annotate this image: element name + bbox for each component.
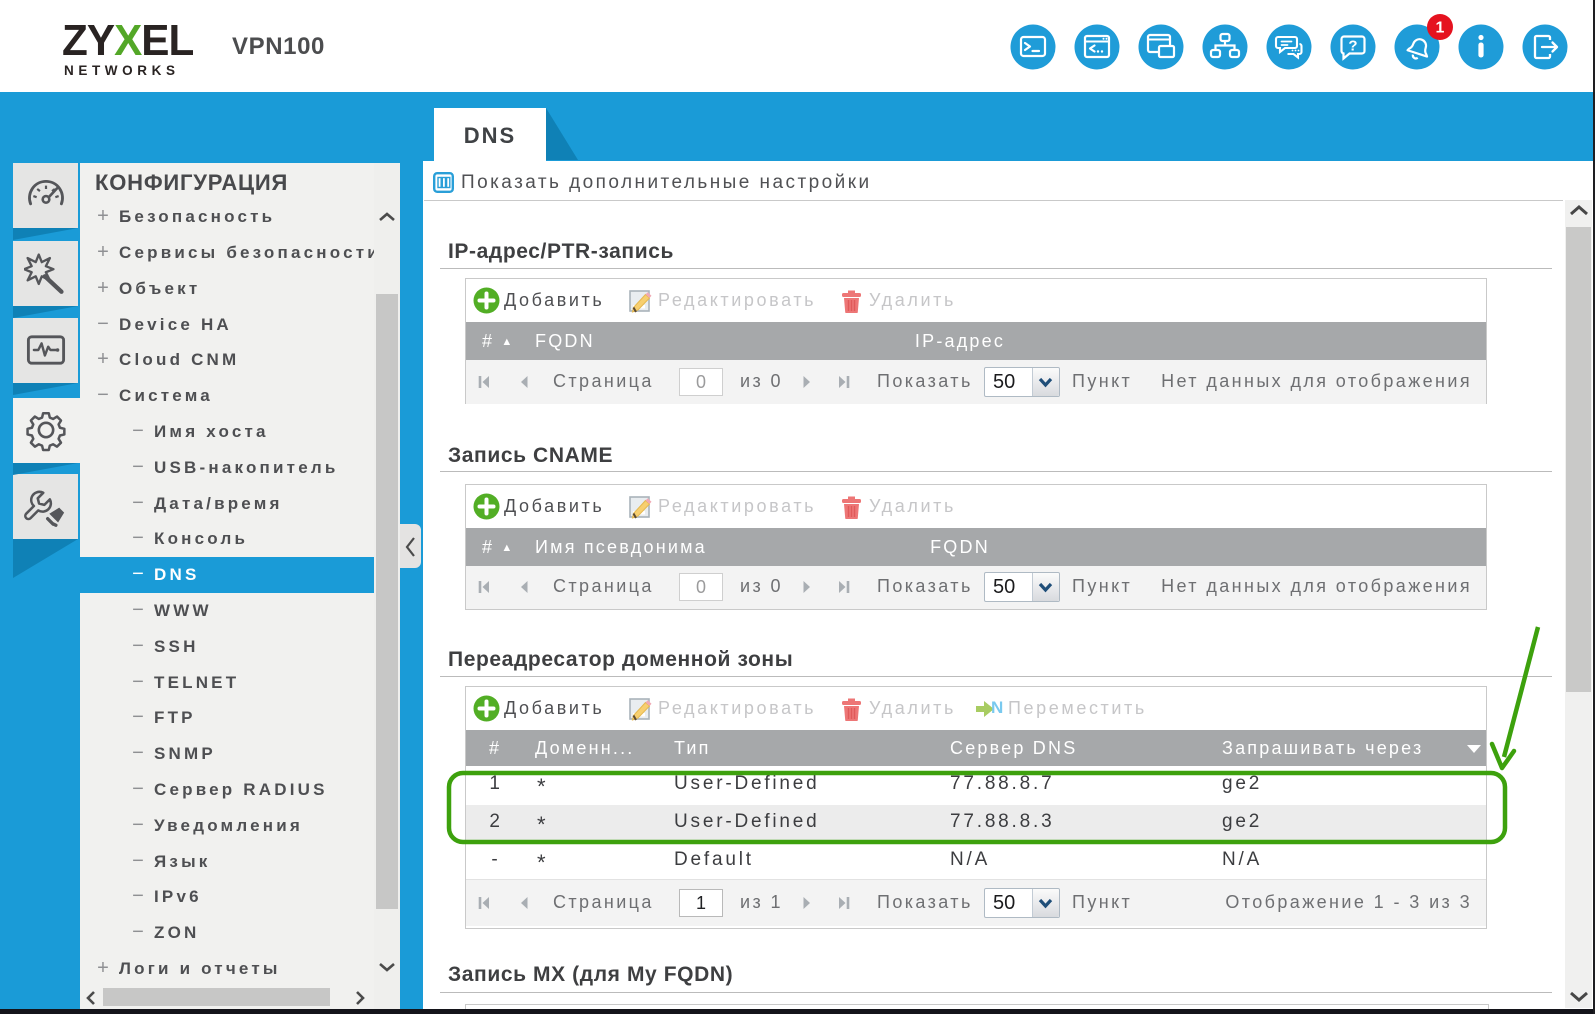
svg-text:?: ? — [1348, 38, 1357, 55]
svg-text:N: N — [991, 698, 1003, 717]
svg-text:1: 1 — [1436, 20, 1445, 37]
